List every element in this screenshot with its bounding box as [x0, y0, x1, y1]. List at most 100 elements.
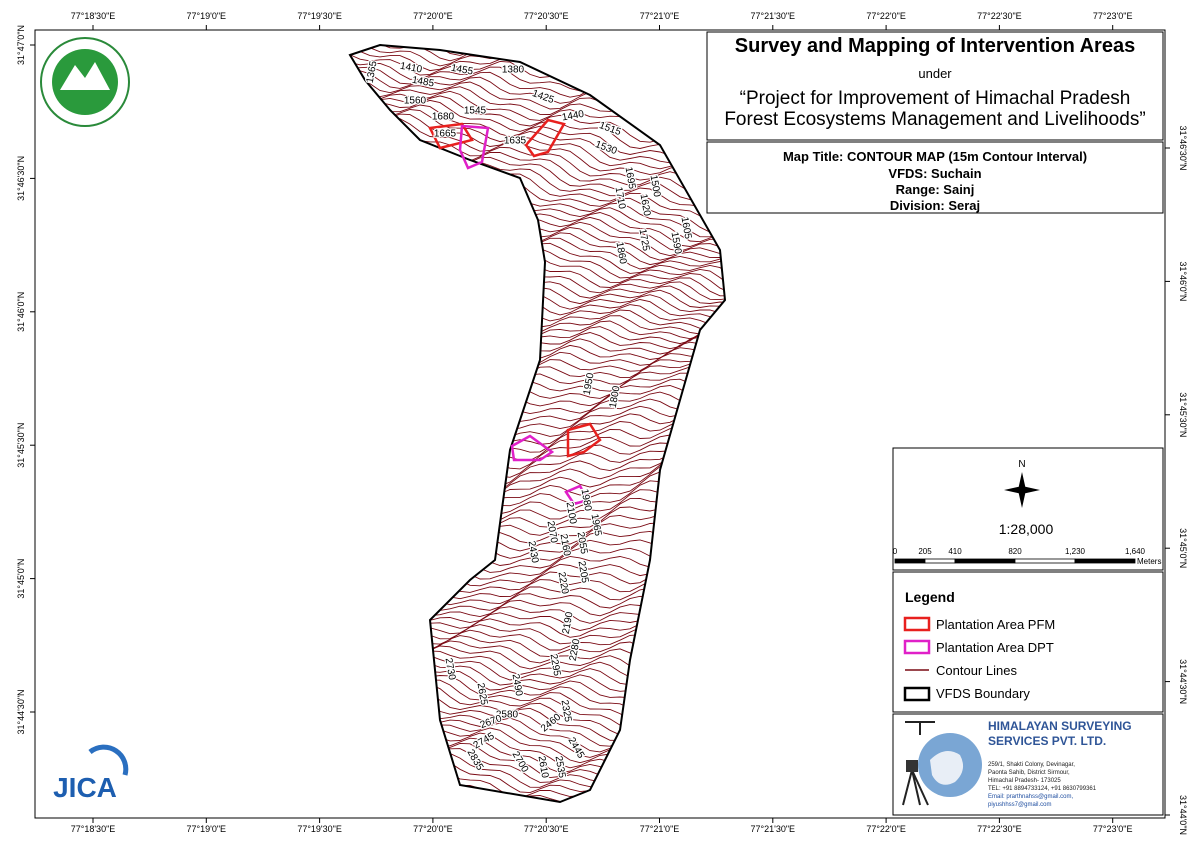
address-line: Email: prarthnahss@gmail.com, — [988, 794, 1073, 800]
contour-label: 1695 — [623, 166, 638, 190]
graticule-labels: 77°18'30"E 77°18'30"E 77°19'0"E 77°19'0"E 77… — [16, 11, 1188, 835]
contour-label: 1485 — [411, 75, 435, 90]
contour-label: 2610 — [536, 755, 551, 779]
project-line: Forest Ecosystems Management and Livelih… — [724, 109, 1145, 130]
contour-label: 1620 — [638, 193, 653, 217]
dpt-area — [458, 124, 490, 170]
contour-label: 2295 — [548, 653, 563, 677]
contour-label: 1365 — [365, 60, 380, 84]
contour-label: 1500 — [648, 174, 663, 198]
dpt-area — [564, 484, 590, 506]
lon-label: 77°20'0"E — [413, 11, 453, 21]
globe-land — [930, 751, 964, 785]
lat-label: 31°45'0"N — [1178, 528, 1188, 568]
lat-label: 31°44'30"N — [16, 689, 26, 734]
contour-labels: 1365 1410 1455 1380148515601545168014251440… — [364, 58, 695, 780]
scale-segment — [1014, 558, 1076, 564]
camera-icon — [906, 760, 918, 772]
contour-label: 1860 — [614, 241, 629, 265]
company-address: 259/1, Shakti Colony, Devinagar, Paonta S… — [988, 762, 1097, 808]
lon-label: 77°22'30"E — [977, 824, 1022, 834]
pfm-area — [566, 422, 602, 458]
lat-label: 31°46'30"N — [1178, 125, 1188, 170]
scale-segment — [954, 558, 1016, 564]
contour-label: 1725 — [637, 228, 652, 252]
legend-label: Plantation Area DPT — [936, 640, 1054, 655]
contour-label: 1950 — [582, 372, 597, 396]
lat-label: 31°46'0"N — [16, 292, 26, 332]
lon-label: 77°22'0"E — [866, 824, 906, 834]
lon-label: 77°19'30"E — [297, 824, 342, 834]
contour-label: 1380 — [502, 65, 525, 76]
north-arrow — [1004, 472, 1040, 508]
lon-label: 77°18'30"E — [71, 11, 116, 21]
contour-label: 1560 — [404, 96, 427, 107]
lon-label: 77°19'30"E — [297, 11, 342, 21]
contour-label: 2490 — [510, 673, 525, 697]
scale-label: 1,640 — [1125, 547, 1146, 556]
contour-label: 2100 — [564, 501, 579, 525]
contour-label: 1800 — [608, 385, 623, 409]
lon-label: 77°22'0"E — [866, 11, 906, 21]
project-line: “Project for Improvement of Himachal Pra… — [740, 88, 1131, 109]
contour-label: 1455 — [450, 63, 474, 78]
contour-label: 1680 — [432, 112, 455, 123]
title-box — [706, 31, 1164, 141]
vfds: VFDS: Suchain — [888, 166, 981, 181]
lat-label: 31°44'0"N — [1178, 795, 1188, 835]
lon-label: 77°19'0"E — [187, 824, 227, 834]
subtitle: under — [918, 66, 952, 81]
legend-title: Legend — [905, 589, 955, 605]
map-title: Map Title: CONTOUR MAP (15m Contour Inte… — [783, 149, 1087, 164]
scale-segment — [894, 558, 926, 564]
scale-ratio: 1:28,000 — [999, 521, 1054, 537]
scale-label: 410 — [948, 547, 962, 556]
lat-label: 31°44'30"N — [1178, 659, 1188, 704]
plantation-areas — [428, 118, 602, 506]
hp-forest-logo — [40, 37, 130, 127]
north-label: N — [1018, 459, 1025, 470]
lon-label: 77°22'30"E — [977, 11, 1022, 21]
lon-label: 77°18'30"E — [71, 824, 116, 834]
contour-label: 2220 — [556, 571, 571, 595]
lon-label: 77°21'30"E — [751, 824, 796, 834]
scale-label: 1,230 — [1065, 547, 1086, 556]
contour-label: 1965 — [589, 513, 604, 537]
address-line: TEL: +91 8894733124, +91 8630799361 — [988, 786, 1097, 792]
contour-label: 1635 — [504, 136, 527, 147]
contour-label: 2280 — [568, 638, 583, 662]
company-name: HIMALAYAN SURVEYING — [988, 719, 1132, 733]
address-line: Himachal Pradesh- 173025 — [988, 778, 1061, 784]
legend-label: Contour Lines — [936, 663, 1017, 678]
lat-label: 31°46'30"N — [16, 156, 26, 201]
contour-label: 1605 — [679, 216, 694, 240]
contour-label: 2730 — [443, 657, 458, 681]
scale-box — [892, 447, 1164, 571]
scale-unit: Meters — [1137, 557, 1161, 566]
title: Survey and Mapping of Intervention Areas — [735, 35, 1135, 57]
lon-label: 77°20'30"E — [524, 11, 569, 21]
legend-label: VFDS Boundary — [936, 686, 1030, 701]
lon-label: 77°23'0"E — [1093, 11, 1133, 21]
lon-label: 77°21'0"E — [640, 11, 680, 21]
contour-label: 2625 — [475, 682, 490, 706]
info-box — [706, 141, 1164, 214]
company-name: SERVICES PVT. LTD. — [988, 734, 1106, 748]
lon-label: 77°21'30"E — [751, 11, 796, 21]
lon-label: 77°23'0"E — [1093, 824, 1133, 834]
contour-label: 2055 — [575, 531, 590, 555]
range: Range: Sainj — [896, 182, 975, 197]
lat-label: 31°45'30"N — [1178, 392, 1188, 437]
lon-label: 77°19'0"E — [187, 11, 227, 21]
jica-text: JICA — [53, 772, 117, 803]
scale-label: 205 — [918, 547, 932, 556]
contour-label: 2190 — [561, 611, 576, 635]
lon-label: 77°20'0"E — [413, 824, 453, 834]
contour-label: 1665 — [434, 129, 457, 140]
contour-label: 1440 — [561, 109, 585, 124]
address-line: Paonta Sahib, District Sirmour, — [988, 770, 1070, 776]
pfm-area — [524, 118, 566, 158]
lon-label: 77°20'30"E — [524, 824, 569, 834]
